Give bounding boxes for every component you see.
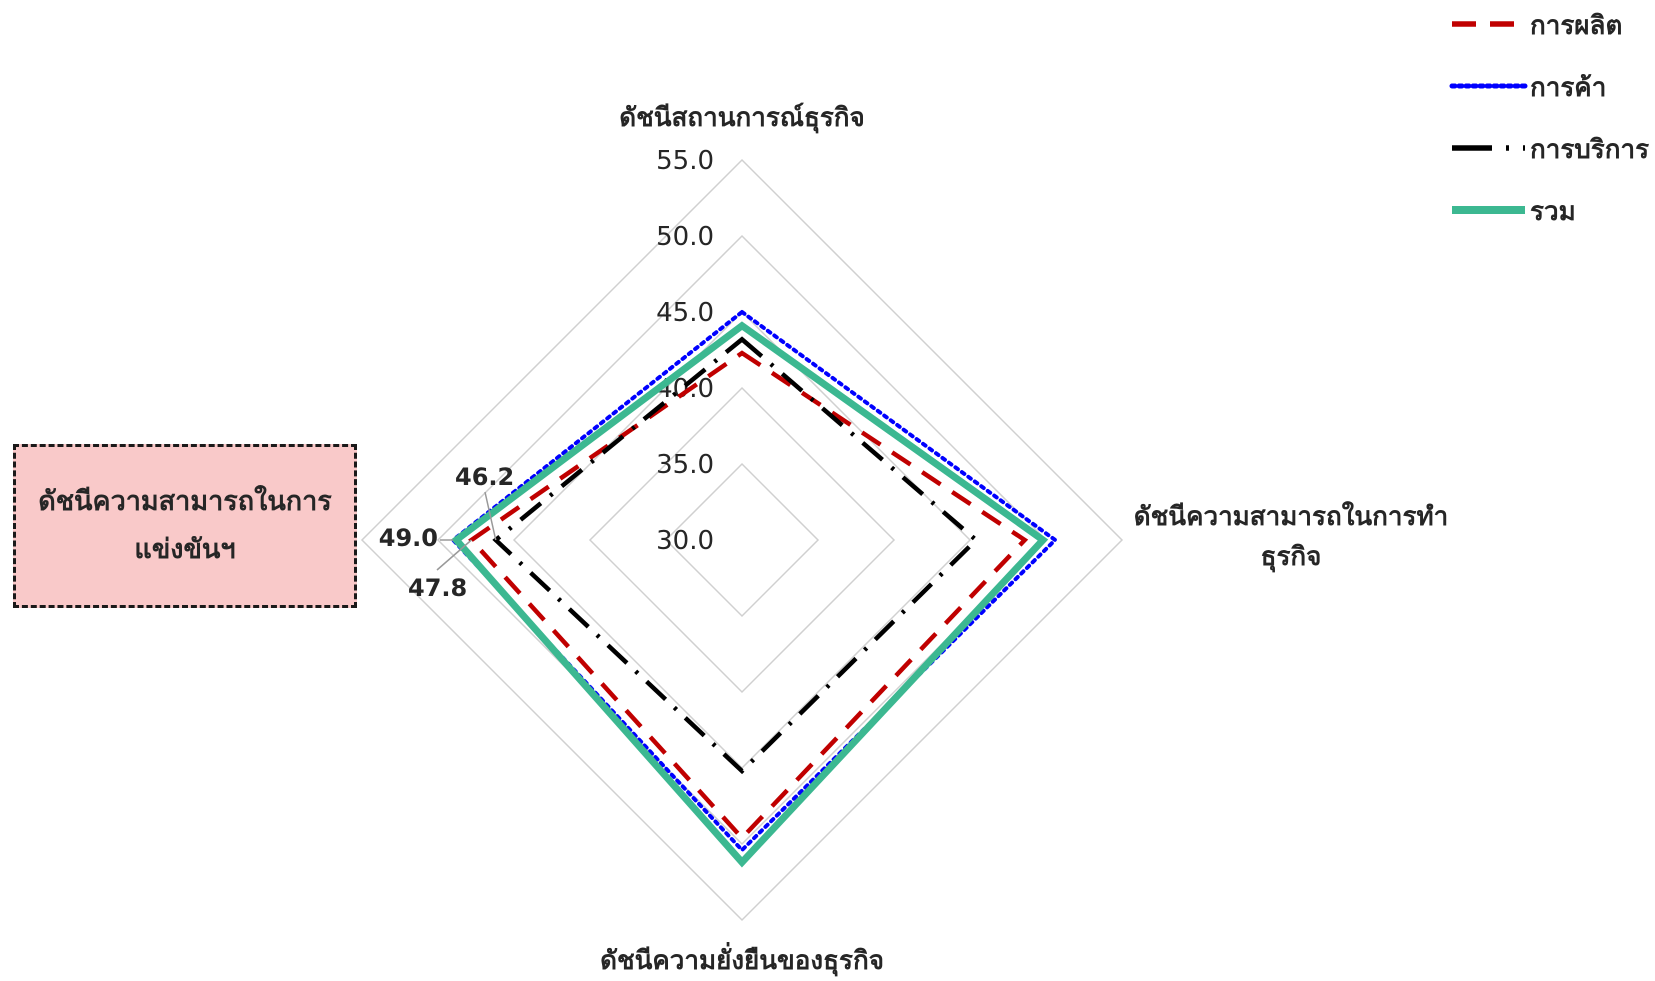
tick-label-40.0: 40.0	[656, 374, 714, 404]
data-label-2: 49.0	[379, 524, 438, 552]
data-labels: 46.2 49.0 47.8	[379, 463, 514, 602]
tick-label-30.0: 30.0	[656, 526, 714, 556]
grid-ring-40.0	[588, 386, 896, 694]
data-label-1: 46.2	[455, 463, 514, 491]
legend-label-1: การผลิต	[1530, 11, 1622, 41]
series-line-4	[451, 321, 1049, 868]
callout-line-2: แข่งขันฯ	[134, 534, 236, 565]
legend-label-2: การค้า	[1530, 73, 1606, 103]
legend-label-3: การบริการ	[1530, 135, 1649, 165]
series-line-1	[468, 350, 1029, 842]
axis-label-2-line-1: ดัชนีความสามารถในการทำ	[1134, 501, 1448, 532]
data-label-3: 47.8	[408, 574, 467, 602]
axis-label-2-line-2: ธุรกิจ	[1261, 542, 1322, 573]
grid-ring-55.0	[360, 158, 1124, 922]
data-label-leader-1	[484, 491, 497, 541]
tick-label-45.0: 45.0	[656, 298, 714, 328]
series-line-2	[450, 309, 1059, 853]
callout-line-1: ดัชนีความสามารถในการ	[38, 486, 332, 517]
grid-ring-50.0	[436, 234, 1048, 846]
axis-label-3-line-1: ดัชนีความยั่งยืนของธุรกิจ	[600, 941, 884, 977]
axis-label-1-line-1: ดัชนีสถานการณ์ธุรกิจ	[619, 102, 865, 134]
legend-label-4: รวม	[1530, 197, 1576, 227]
data-label-leader-3	[436, 539, 472, 571]
grid-ring-45.0	[512, 310, 972, 770]
grid-ring-35.0	[664, 462, 820, 618]
series-line-3	[492, 336, 980, 775]
tick-label-55.0: 55.0	[656, 146, 714, 176]
series-lines	[450, 309, 1059, 868]
axis-labels: ดัชนีสถานการณ์ธุรกิจดัชนีความสามารถในการ…	[600, 102, 1448, 977]
tick-label-35.0: 35.0	[656, 450, 714, 480]
radar-grid	[360, 158, 1124, 922]
tick-label-50.0: 50.0	[656, 222, 714, 252]
callout-competitiveness-index: ดัชนีความสามารถในการ แข่งขันฯ	[13, 444, 357, 608]
